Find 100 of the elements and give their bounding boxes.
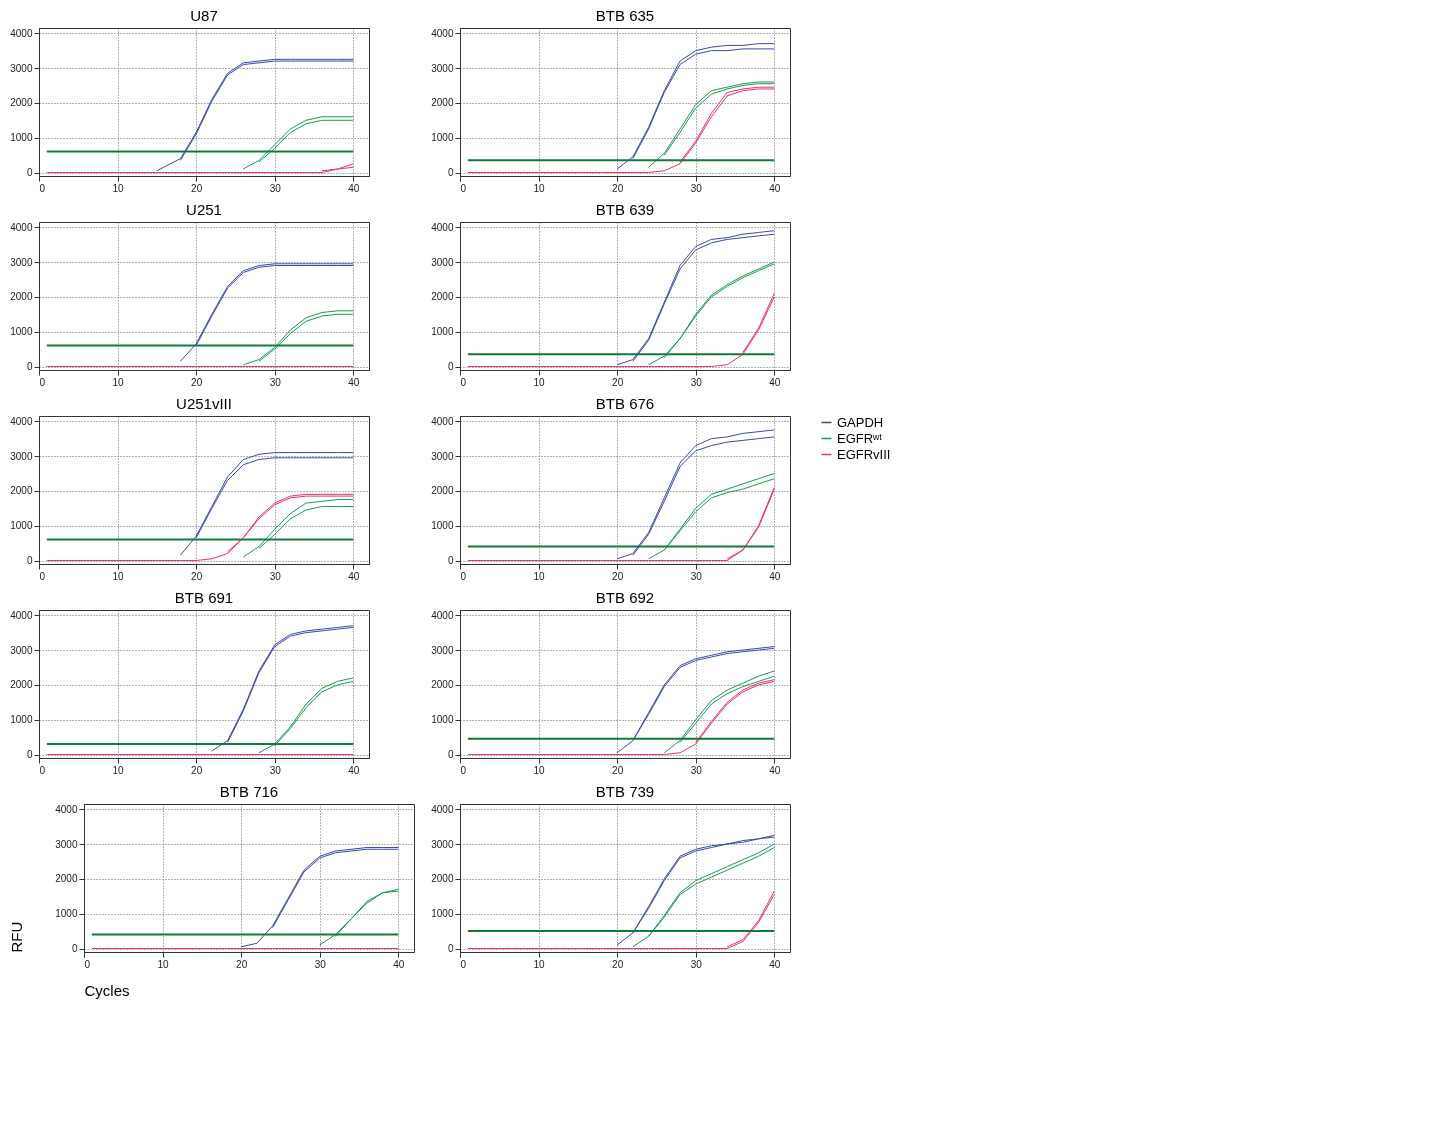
y-tick-label: 2000 (10, 679, 33, 691)
x-tick-label: 20 (612, 570, 624, 582)
x-tick-label: 30 (269, 182, 282, 194)
x-tick-label: 10 (112, 570, 125, 582)
x-tick-label: 20 (236, 958, 248, 970)
x-tick-label: 20 (191, 764, 203, 776)
y-tick-label: 0 (447, 167, 454, 179)
x-tick-label: 40 (769, 570, 781, 582)
chart-title: BTB 639 (595, 201, 655, 218)
y-tick-label: 4000 (55, 803, 78, 815)
y-tick-label: 1000 (10, 132, 33, 144)
legend-label: EGFRʷᵗ (837, 430, 883, 446)
y-tick-label: 3000 (431, 838, 454, 850)
y-tick-label: 2000 (55, 873, 78, 885)
x-tick-label: 10 (533, 570, 546, 582)
x-tick-label: 10 (533, 182, 546, 194)
x-tick-label: 20 (191, 376, 203, 388)
x-tick-label: 0 (39, 764, 46, 776)
x-tick-label: 30 (269, 764, 282, 776)
x-tick-label: 30 (690, 182, 703, 194)
chart-title: BTB 691 (174, 589, 234, 606)
y-tick-label: 3000 (431, 644, 454, 656)
y-tick-label: 3000 (55, 838, 78, 850)
y-tick-label: 4000 (10, 221, 33, 233)
x-tick-label: 0 (460, 570, 467, 582)
x-tick-label: 30 (690, 376, 703, 388)
chart-title: BTB 739 (595, 783, 655, 800)
x-tick-label: 40 (769, 958, 781, 970)
chart-title: U251vIII (176, 395, 232, 412)
y-tick-label: 1000 (431, 326, 454, 338)
legend-label: EGFRvIII (837, 446, 891, 462)
y-tick-label: 4000 (431, 221, 454, 233)
y-tick-label: 1000 (55, 908, 78, 920)
x-tick-label: 20 (612, 376, 624, 388)
y-tick-label: 2000 (431, 97, 454, 109)
chart-title: BTB 676 (595, 395, 655, 412)
y-tick-label: 3000 (10, 644, 33, 656)
x-tick-label: 40 (348, 764, 360, 776)
x-tick-label: 30 (690, 958, 703, 970)
x-tick-label: 20 (191, 570, 203, 582)
y-tick-label: 4000 (431, 803, 454, 815)
x-tick-label: 40 (769, 182, 781, 194)
x-tick-label: 10 (112, 376, 125, 388)
x-tick-label: 40 (769, 376, 781, 388)
y-tick-label: 0 (447, 555, 454, 567)
x-tick-label: 20 (612, 764, 624, 776)
x-tick-label: 10 (533, 376, 546, 388)
y-tick-label: 2000 (431, 873, 454, 885)
y-tick-label: 1000 (431, 908, 454, 920)
y-tick-label: 0 (26, 749, 33, 761)
y-tick-label: 3000 (10, 256, 33, 268)
y-tick-label: 4000 (431, 415, 454, 427)
y-tick-label: 1000 (10, 714, 33, 726)
x-tick-label: 30 (690, 570, 703, 582)
y-tick-label: 0 (71, 943, 78, 955)
y-tick-label: 1000 (10, 326, 33, 338)
x-tick-label: 10 (533, 958, 546, 970)
x-tick-label: 10 (157, 958, 170, 970)
y-tick-label: 4000 (431, 609, 454, 621)
y-axis-title: RFU (8, 921, 26, 953)
y-tick-label: 2000 (10, 291, 33, 303)
y-tick-label: 3000 (10, 62, 33, 74)
chart-title: U87 (190, 7, 218, 24)
y-tick-label: 0 (447, 943, 454, 955)
y-tick-label: 0 (447, 361, 454, 373)
y-tick-label: 0 (26, 361, 33, 373)
x-tick-label: 0 (39, 570, 46, 582)
chart-title: BTB 635 (595, 7, 655, 24)
y-tick-label: 3000 (10, 450, 33, 462)
x-tick-label: 40 (769, 764, 781, 776)
x-tick-label: 0 (84, 958, 91, 970)
x-tick-label: 10 (112, 182, 125, 194)
x-tick-label: 40 (348, 570, 360, 582)
x-tick-label: 0 (460, 958, 467, 970)
y-tick-label: 0 (447, 749, 454, 761)
y-tick-label: 4000 (10, 609, 33, 621)
y-tick-label: 2000 (431, 679, 454, 691)
chart-title: U251 (186, 201, 222, 218)
x-tick-label: 30 (314, 958, 327, 970)
x-tick-label: 30 (269, 570, 282, 582)
x-tick-label: 40 (348, 376, 360, 388)
x-tick-label: 0 (460, 376, 467, 388)
x-tick-label: 0 (460, 182, 467, 194)
y-tick-label: 4000 (10, 27, 33, 39)
y-tick-label: 3000 (431, 256, 454, 268)
y-tick-label: 4000 (431, 27, 454, 39)
y-tick-label: 1000 (431, 520, 454, 532)
x-tick-label: 40 (393, 958, 405, 970)
x-tick-label: 0 (39, 376, 46, 388)
chart-title: BTB 692 (595, 589, 655, 606)
y-tick-label: 4000 (10, 415, 33, 427)
x-tick-label: 10 (533, 764, 546, 776)
y-tick-label: 0 (26, 167, 33, 179)
y-tick-label: 3000 (431, 450, 454, 462)
x-tick-label: 0 (460, 764, 467, 776)
x-tick-label: 20 (612, 182, 624, 194)
y-tick-label: 2000 (431, 291, 454, 303)
x-tick-label: 30 (269, 376, 282, 388)
x-tick-label: 10 (112, 764, 125, 776)
x-tick-label: 20 (612, 958, 624, 970)
